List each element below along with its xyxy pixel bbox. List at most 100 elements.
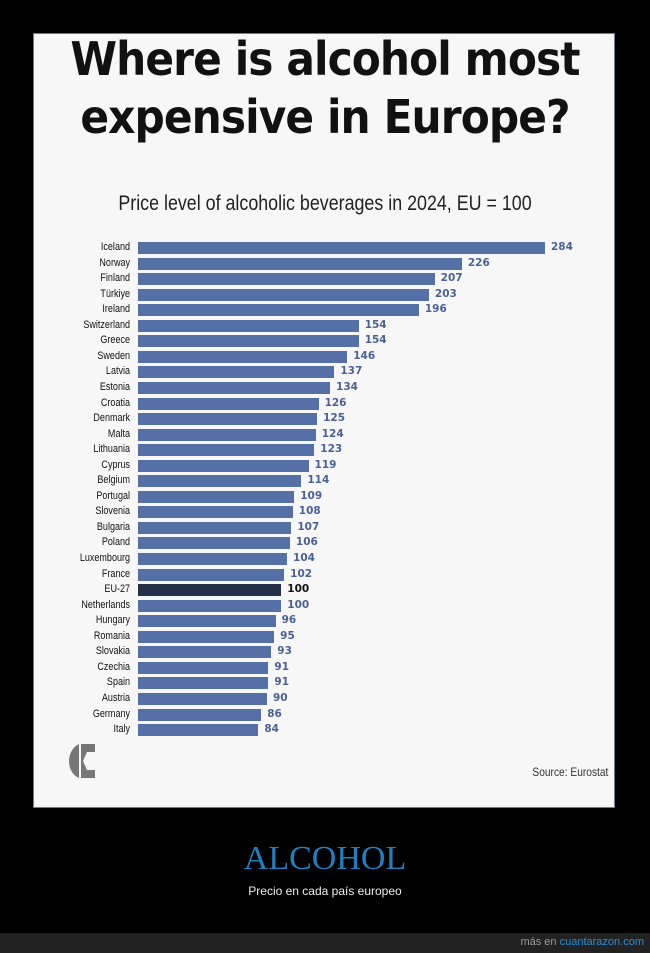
data-label: 84 — [264, 723, 279, 736]
category-label: Türkiye — [100, 287, 130, 300]
source-note: Source: Eurostat — [532, 765, 608, 779]
category-label: Slovakia — [95, 645, 130, 658]
bar — [138, 708, 262, 721]
data-label: 203 — [434, 287, 457, 300]
data-label: 100 — [287, 598, 310, 611]
bar — [138, 521, 292, 534]
data-label: 226 — [467, 256, 490, 269]
bar — [138, 490, 295, 503]
data-label: 100 — [287, 583, 310, 596]
category-label: Denmark — [93, 412, 130, 425]
bar — [138, 381, 331, 394]
data-label: 91 — [274, 676, 290, 689]
e-logo-icon — [69, 744, 95, 778]
bar — [138, 273, 435, 286]
data-label: 146 — [353, 349, 376, 362]
bar — [138, 319, 359, 332]
data-label: 114 — [307, 474, 330, 487]
category-label: Cyprus — [101, 458, 130, 471]
category-label: Belgium — [97, 474, 130, 487]
category-label: Sweden — [97, 349, 130, 362]
bar — [138, 444, 315, 457]
data-label: 124 — [321, 427, 344, 440]
category-label: Poland — [101, 536, 130, 549]
data-label: 284 — [551, 241, 573, 253]
data-label: 91 — [274, 660, 290, 673]
bar — [138, 724, 259, 737]
data-label: 125 — [323, 412, 346, 425]
footer-text: más en cuantarazon.com — [520, 936, 644, 948]
data-label: 207 — [440, 272, 463, 285]
data-label: 123 — [320, 443, 343, 456]
bar — [138, 568, 285, 581]
bar — [138, 459, 309, 472]
category-label: Netherlands — [81, 598, 130, 611]
category-label: Austria — [101, 691, 130, 704]
category-label: Portugal — [96, 489, 130, 502]
bar — [138, 257, 462, 270]
data-label: 104 — [293, 552, 315, 564]
caption-title: ALCOHOL — [243, 840, 407, 877]
chart-panel — [33, 33, 615, 808]
footer-bar: más en cuantarazon.com — [0, 933, 650, 953]
category-label: Czechia — [97, 660, 130, 673]
bar — [138, 335, 359, 348]
category-label: Malta — [107, 427, 130, 440]
category-label: Luxembourg — [79, 552, 130, 564]
category-label: Hungary — [95, 614, 130, 627]
data-label: 93 — [277, 645, 292, 658]
footer-prefix: más en — [520, 936, 557, 948]
category-label: Spain — [106, 676, 130, 689]
site-link[interactable]: cuantarazon.com — [559, 936, 644, 948]
category-label: Croatia — [100, 396, 130, 409]
data-label: 119 — [314, 458, 337, 471]
bar — [138, 475, 302, 488]
data-label: 154 — [364, 318, 387, 331]
data-label: 86 — [267, 707, 282, 720]
bar — [138, 350, 348, 363]
category-label: France — [101, 567, 130, 580]
bar — [138, 288, 429, 301]
data-label: 126 — [324, 396, 347, 409]
data-label: 196 — [424, 303, 447, 316]
category-label: Lithuania — [93, 443, 130, 456]
bar — [138, 646, 272, 659]
category-label: Romania — [93, 629, 130, 642]
category-label: Italy — [113, 723, 130, 736]
bar — [138, 630, 275, 643]
chart-subtitle: Price level of alcoholic beverages in 20… — [118, 192, 532, 215]
bar — [138, 615, 276, 628]
data-label: 108 — [298, 505, 321, 518]
bar — [138, 584, 282, 597]
data-label: 137 — [340, 365, 363, 378]
bar — [138, 599, 282, 612]
bar — [138, 506, 293, 519]
category-label: EU-27 — [104, 583, 130, 596]
bar — [138, 428, 316, 441]
category-label: Greece — [100, 334, 130, 347]
category-label: Iceland — [100, 241, 130, 253]
data-label: 102 — [290, 567, 313, 580]
category-label: Norway — [99, 256, 130, 269]
category-label: Switzerland — [83, 318, 130, 331]
data-label: 109 — [300, 489, 323, 502]
data-label: 154 — [364, 334, 387, 347]
bar — [138, 304, 419, 317]
bar — [138, 553, 288, 565]
data-label: 134 — [336, 380, 358, 393]
category-label: Ireland — [102, 303, 130, 316]
bar — [138, 242, 545, 254]
category-label: Finland — [100, 272, 130, 285]
caption-subtitle: Precio en cada país europeo — [248, 884, 402, 898]
category-label: Germany — [92, 707, 130, 720]
data-label: 90 — [272, 691, 288, 704]
bar — [138, 366, 335, 379]
category-label: Latvia — [105, 365, 130, 378]
category-label: Estonia — [99, 380, 130, 393]
category-label: Bulgaria — [96, 520, 130, 533]
data-label: 96 — [281, 614, 297, 627]
bar — [138, 677, 269, 690]
bar — [138, 661, 269, 674]
data-label: 95 — [280, 629, 295, 642]
